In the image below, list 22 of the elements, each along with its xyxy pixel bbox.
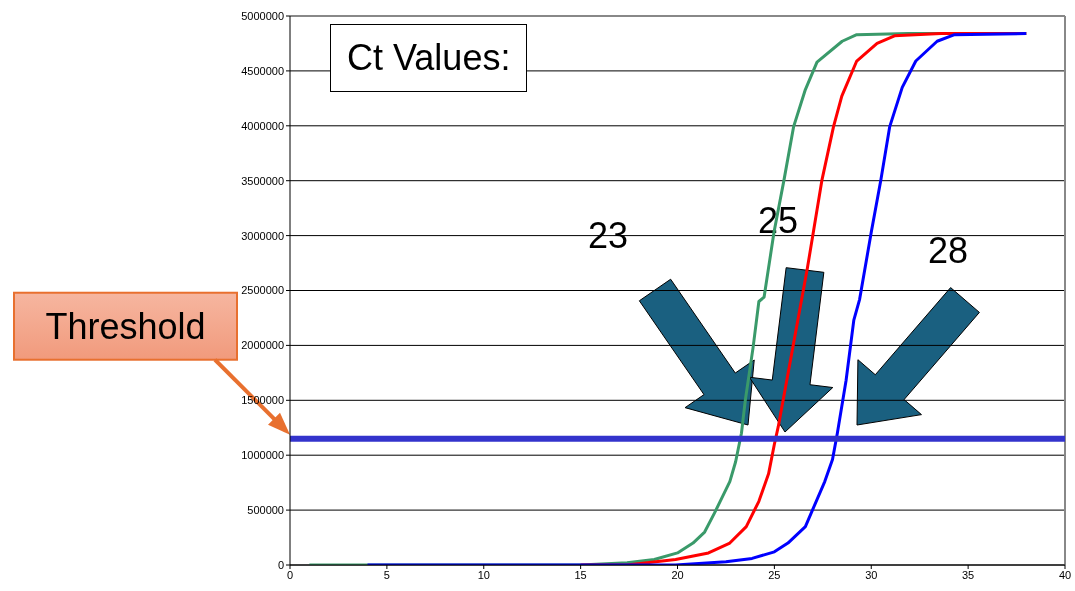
x-tick-label: 5 bbox=[383, 568, 390, 581]
x-tick-label: 25 bbox=[768, 568, 781, 581]
y-tick-label: 3500000 bbox=[241, 174, 284, 187]
x-tick-label: 15 bbox=[574, 568, 587, 581]
annotation: Ct Values: bbox=[330, 24, 528, 92]
x-tick-label: 0 bbox=[286, 568, 294, 581]
x-tick-label: 35 bbox=[962, 568, 975, 581]
x-tick-label: 30 bbox=[865, 568, 878, 581]
y-tick-label: 3000000 bbox=[241, 229, 284, 242]
y-tick-label: 5000000 bbox=[241, 9, 284, 22]
annotation: 28 bbox=[927, 229, 969, 271]
y-tick-label: 4500000 bbox=[241, 64, 284, 77]
y-tick-label: 500000 bbox=[247, 504, 284, 517]
y-tick-label: 2500000 bbox=[241, 284, 284, 297]
x-tick-label: 10 bbox=[477, 568, 490, 581]
y-tick-label: 0 bbox=[277, 558, 284, 571]
y-tick-label: 1000000 bbox=[241, 449, 284, 462]
ref-line-label: Threshold bbox=[45, 305, 206, 347]
x-tick-label: 40 bbox=[1058, 568, 1072, 581]
y-tick-label: 2000000 bbox=[241, 339, 284, 352]
y-tick-label: 4000000 bbox=[241, 119, 284, 132]
x-tick-label: 20 bbox=[671, 568, 684, 581]
